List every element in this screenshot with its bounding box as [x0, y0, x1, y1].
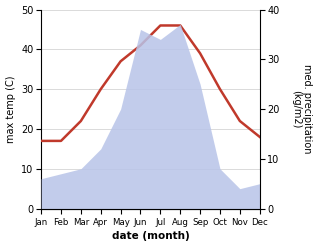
X-axis label: date (month): date (month) [112, 231, 189, 242]
Y-axis label: med. precipitation
(kg/m2): med. precipitation (kg/m2) [291, 64, 313, 154]
Y-axis label: max temp (C): max temp (C) [5, 75, 16, 143]
